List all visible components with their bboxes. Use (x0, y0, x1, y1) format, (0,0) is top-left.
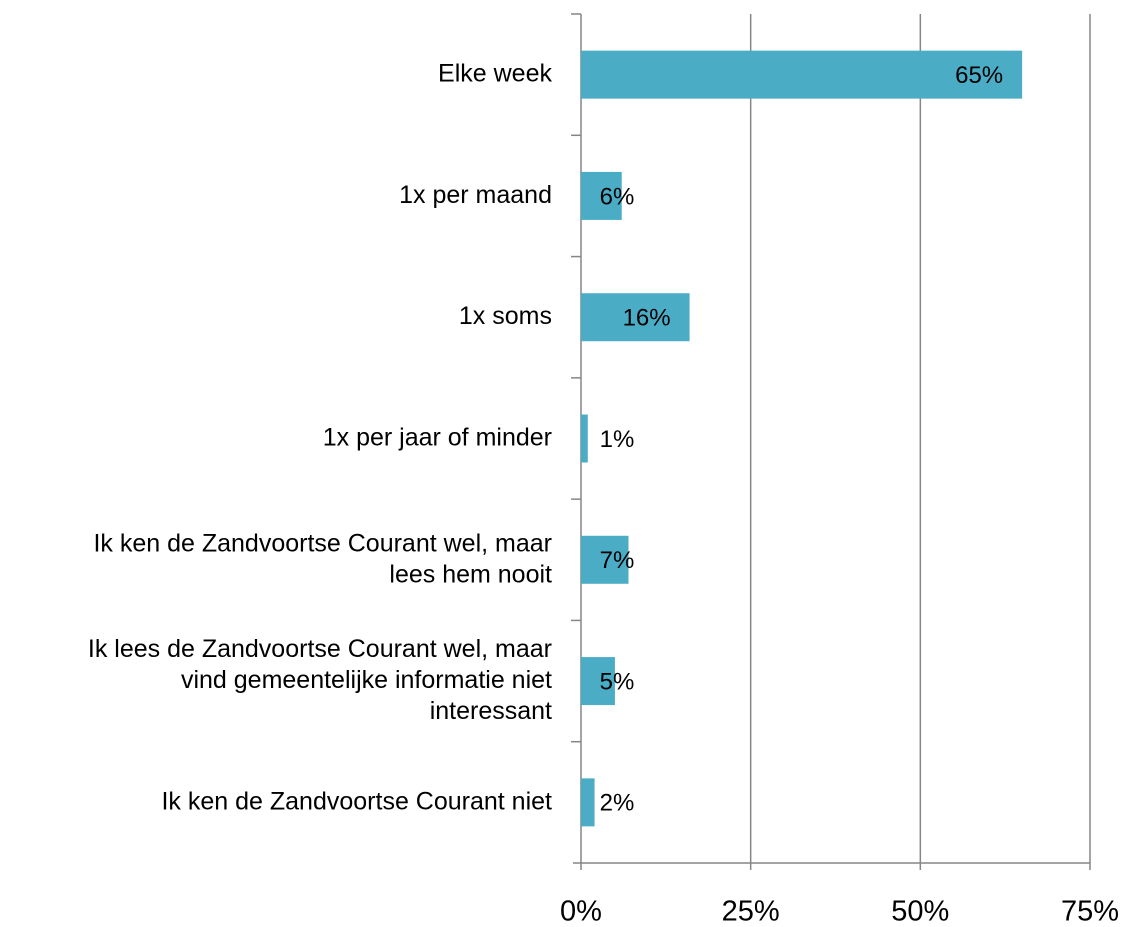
data-label: 16% (623, 305, 671, 332)
data-label: 6% (600, 183, 635, 210)
data-label: 65% (955, 62, 1003, 89)
y-tick-label: 1x per jaar of minder (323, 423, 552, 451)
x-tick-label: 75% (1061, 896, 1119, 927)
x-tick-label: 25% (722, 896, 780, 927)
bar (581, 414, 588, 463)
bar (581, 657, 615, 706)
data-label: 7% (600, 547, 635, 574)
bar (581, 293, 690, 342)
x-tick-label: 0% (560, 896, 602, 927)
data-label: 5% (600, 668, 635, 695)
bar (581, 50, 1023, 99)
bar (581, 778, 595, 827)
data-label: 2% (600, 790, 635, 817)
y-tick-label: Elke week (438, 59, 552, 87)
y-tick-label: 1x per maand (399, 181, 552, 209)
bar (581, 171, 622, 220)
x-tick-label: 50% (891, 896, 949, 927)
y-tick-label: Ik lees de Zandvoortse Courant wel, maar… (88, 635, 552, 725)
bar (581, 535, 629, 584)
y-tick-label: Ik ken de Zandvoortse Courant niet (161, 787, 552, 815)
y-tick-label: 1x soms (459, 302, 552, 330)
data-label: 1% (600, 426, 635, 453)
y-tick-label: Ik ken de Zandvoortse Courant wel, maar l… (93, 529, 552, 588)
